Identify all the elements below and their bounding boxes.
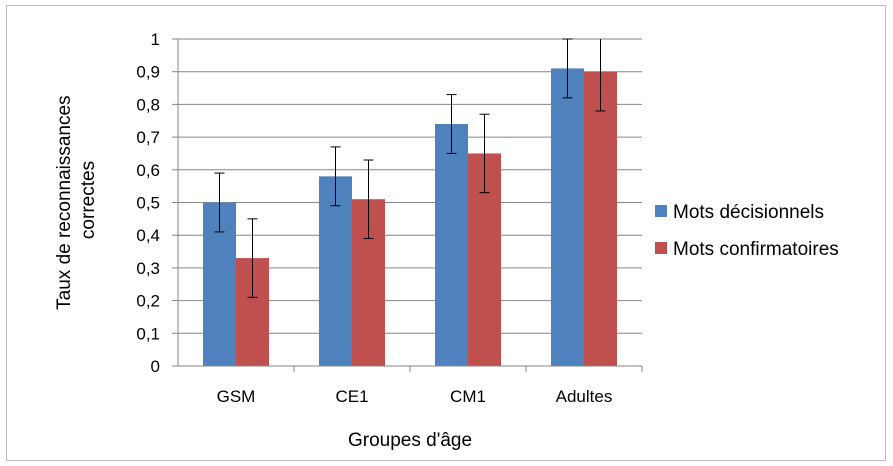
y-axis-title-line-2: correctes: [78, 161, 99, 239]
x-tick-label: CE1: [335, 387, 368, 406]
axes: [172, 38, 643, 372]
bar: [551, 68, 584, 367]
y-axis-title-line-1: Taux de reconnaissances: [54, 95, 75, 309]
y-tick-label: 0,9: [136, 63, 160, 82]
x-tick-label: Adultes: [556, 387, 613, 406]
bar: [435, 124, 468, 367]
y-tick-label: 0,7: [136, 128, 160, 147]
y-tick-label: 0,4: [136, 226, 160, 245]
bars: [203, 68, 617, 367]
legend: Mots décisionnels Mots confirmatoires: [655, 202, 839, 260]
error-bars: [214, 38, 606, 298]
x-axis-title: Groupes d'âge: [348, 430, 472, 451]
y-tick-label: 0,6: [136, 161, 160, 180]
y-tick-labels: 0 0,1 0,2 0,3 0,4 0,5 0,6 0,7 0,8 0,9 1: [136, 30, 160, 376]
legend-label: Mots décisionnels: [673, 202, 824, 223]
legend-swatch: [655, 242, 667, 254]
y-tick-label: 0,1: [136, 324, 160, 343]
y-tick-label: 0,8: [136, 95, 160, 114]
legend-label: Mots confirmatoires: [673, 239, 839, 260]
x-tick-label: CM1: [450, 387, 486, 406]
y-tick-label: 0: [151, 357, 160, 376]
legend-swatch: [655, 205, 667, 217]
bar: [319, 176, 352, 366]
bar: [584, 71, 617, 366]
x-tick-labels: GSM CE1 CM1 Adultes: [217, 387, 613, 406]
x-tick-label: GSM: [217, 387, 256, 406]
y-tick-label: 0,3: [136, 259, 160, 278]
y-tick-label: 1: [151, 30, 160, 49]
y-tick-label: 0,2: [136, 292, 160, 311]
y-axis-title: Taux de reconnaissances correctes: [54, 90, 99, 310]
y-tick-label: 0,5: [136, 194, 160, 213]
